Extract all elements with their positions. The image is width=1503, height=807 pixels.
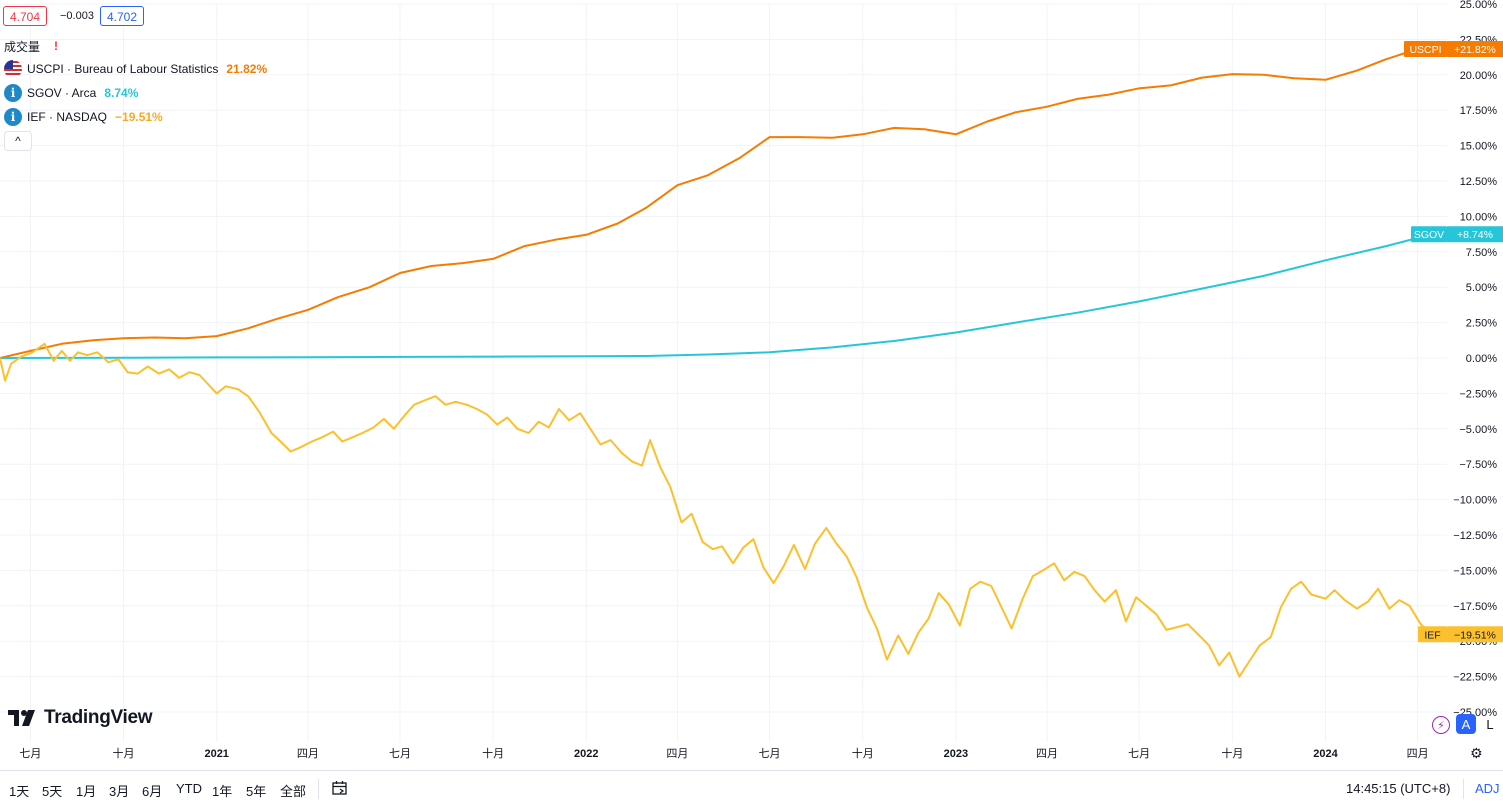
y-tick-label: 12.50% [1460, 176, 1498, 188]
series-value-box [1447, 41, 1503, 58]
y-tick-label: 17.50% [1460, 105, 1498, 117]
y-tick-label: −15.00% [1453, 565, 1497, 577]
x-tick-label: 2024 [1313, 748, 1338, 760]
date-range-icon[interactable] [331, 779, 349, 800]
last-value-tag-uscpi: USCPI +21.82% [1404, 41, 1503, 58]
x-tick-label: 七月 [1128, 747, 1150, 760]
grid [0, 3, 1447, 742]
y-tick-label: −2.50% [1459, 388, 1497, 400]
adj-toggle[interactable]: ADJ [1475, 781, 1500, 796]
x-tick-label: 四月 [1036, 748, 1058, 760]
series-tag-box [1418, 626, 1447, 643]
x-tick-label: 七月 [389, 747, 411, 760]
series-value-label: +21.82% [1454, 44, 1496, 56]
brand-name: TradingView [44, 707, 153, 728]
us-flag-icon [4, 60, 22, 78]
y-tick-label: 7.50% [1466, 247, 1497, 259]
y-tick-label: 10.00% [1460, 211, 1498, 223]
series-value: 8.74% [104, 86, 139, 100]
price-axis: 25.00%22.50%20.00%17.50%15.00%12.50%10.0… [1453, 0, 1497, 719]
x-tick-label: 十月 [113, 746, 135, 760]
series-symbol: SGOV · Arca [27, 86, 97, 100]
series-lines [0, 48, 1433, 678]
series-symbol: IEF · NASDAQ [27, 110, 108, 124]
timeframe-5y[interactable]: 5年 [246, 784, 267, 799]
series-value-label: −19.51% [1454, 629, 1496, 641]
y-tick-label: 20.00% [1460, 70, 1498, 82]
x-tick-label: 七月 [759, 747, 781, 760]
x-tick-label: 四月 [666, 748, 688, 760]
last-value-tag-sgov: SGOV +8.74% [1411, 226, 1503, 243]
series-value-box [1447, 626, 1503, 643]
spread-value: −0.003 [60, 6, 94, 26]
x-tick-label: 十月 [852, 746, 874, 760]
log-scale-button[interactable]: L [1486, 716, 1494, 732]
clock-timezone[interactable]: 14:45:15 (UTC+8) [1346, 781, 1451, 796]
chart-area[interactable]: 25.00%22.50%20.00%17.50%15.00%12.50%10.0… [0, 0, 1503, 770]
y-tick-label: −5.00% [1459, 424, 1497, 436]
timeframe-6m[interactable]: 6月 [142, 784, 163, 799]
timeframe-all[interactable]: 全部 [280, 784, 307, 799]
y-tick-label: −17.50% [1453, 601, 1497, 613]
y-tick-label: 15.00% [1460, 141, 1498, 153]
auto-scale-button[interactable]: A [1456, 714, 1476, 734]
info-icon: i [4, 84, 22, 102]
timeframe-3m[interactable]: 3月 [109, 784, 130, 799]
series-value-box [1447, 226, 1503, 243]
x-tick-label: 十月 [482, 746, 504, 760]
timeframe-ytd[interactable]: YTD [176, 781, 202, 796]
bottom-toolbar: 1天 5天 1月 3月 6月 YTD 1年 5年 全部 14:45:15 (UT… [0, 770, 1503, 807]
settings-gear-icon[interactable]: ⚙ [1470, 745, 1483, 761]
y-tick-label: 0.00% [1466, 353, 1497, 365]
y-tick-label: −7.50% [1459, 459, 1497, 471]
legend-collapse-button[interactable]: ^ [4, 131, 32, 151]
y-tick-label: −10.00% [1453, 495, 1497, 507]
info-icon: i [4, 108, 22, 126]
timeframe-5d[interactable]: 5天 [42, 784, 63, 799]
lightning-icon[interactable]: ⚡ [1432, 716, 1450, 734]
toolbar-divider [1463, 779, 1464, 799]
legend-volume-row[interactable]: 成交量 ! [4, 36, 58, 56]
warning-icon[interactable]: ! [54, 39, 59, 53]
legend-row-sgov[interactable]: i SGOV · Arca 8.74% [4, 83, 138, 103]
y-tick-label: 5.00% [1466, 282, 1497, 294]
y-tick-label: 25.00% [1460, 0, 1498, 11]
y-tick-label: −12.50% [1453, 530, 1497, 542]
legend-row-uscpi[interactable]: USCPI · Bureau of Labour Statistics 21.8… [4, 59, 267, 79]
x-tick-label: 四月 [297, 748, 319, 760]
tradingview-logo[interactable]: TradingView [8, 707, 153, 729]
x-tick-label: 四月 [1407, 748, 1429, 760]
tradingview-logo-icon [8, 710, 35, 726]
x-tick-label: 2021 [204, 748, 228, 760]
x-tick-label: 2023 [944, 748, 968, 760]
last-value-tags: USCPI +21.82% SGOV +8.74% IEF −19.51% [1404, 41, 1503, 643]
x-tick-label: 十月 [1221, 746, 1243, 760]
x-tick-label: 七月 [19, 747, 41, 760]
series-value-label: +8.74% [1457, 229, 1493, 241]
x-tick-label: 2022 [574, 748, 598, 760]
series-tag-label: IEF [1424, 629, 1440, 641]
series-tag-box [1404, 41, 1447, 58]
series-value: 21.82% [226, 62, 268, 76]
series-tag-label: SGOV [1414, 229, 1444, 241]
series-tag-label: USCPI [1409, 44, 1441, 56]
series-symbol: USCPI · Bureau of Labour Statistics [27, 62, 219, 76]
series-line-uscpi [0, 48, 1418, 359]
last-value-tag-ief: IEF −19.51% [1418, 626, 1503, 643]
toolbar-divider [318, 779, 319, 799]
legend-row-ief[interactable]: i IEF · NASDAQ −19.51% [4, 107, 163, 127]
y-tick-label: −22.50% [1453, 672, 1497, 684]
buy-price-box[interactable]: 4.702 [100, 6, 145, 26]
timeframe-1d[interactable]: 1天 [9, 784, 30, 799]
series-line-sgov [0, 233, 1433, 359]
series-value: −19.51% [115, 110, 163, 124]
time-axis: 七月 十月 2021 四月 七月 十月 2022 四月 七月 十月 2023 四月 七月 十月 2024 四月 [19, 746, 1428, 760]
timeframe-1m[interactable]: 1月 [76, 784, 97, 799]
sell-price-box[interactable]: 4.704 [3, 6, 48, 26]
volume-label: 成交量 [4, 39, 41, 54]
timeframe-1y[interactable]: 1年 [212, 784, 233, 799]
y-tick-label: 2.50% [1466, 318, 1497, 330]
series-line-ief [0, 342, 1433, 678]
series-tag-box [1411, 226, 1447, 243]
